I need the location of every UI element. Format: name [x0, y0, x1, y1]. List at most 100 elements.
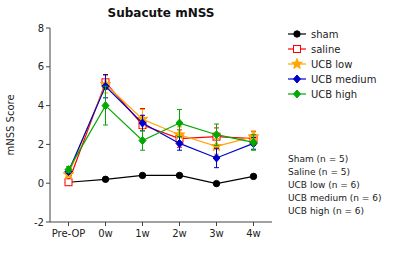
chart: -2 0 2 4 6 8 Pre-OP 0w 1w 2w 3w 4w Subacute mNSS mNSS… [0, 0, 409, 258]
error-cap [177, 109, 182, 110]
y-tick-label: 6 [38, 61, 44, 72]
point [65, 179, 71, 185]
series-line [69, 106, 254, 170]
error-cap [177, 150, 182, 151]
point [176, 172, 182, 178]
error-bar [214, 148, 219, 167]
series [65, 86, 257, 173]
y-axis-line [50, 28, 51, 222]
y-tick [46, 183, 50, 184]
x-tick-label: Pre-OP [52, 228, 86, 239]
annotation: UCB high (n = 6) [288, 206, 364, 216]
x-axis-line [50, 222, 272, 223]
point [176, 139, 183, 147]
error-cap [140, 130, 145, 131]
x-tick [142, 222, 143, 226]
error-cap [103, 125, 108, 126]
point [139, 119, 146, 127]
legend-marker [294, 46, 301, 53]
series [65, 172, 256, 187]
error-bar [140, 115, 145, 131]
y-tick-label: 0 [38, 178, 44, 189]
error-cap [140, 150, 145, 151]
legend-label: UCB medium [311, 74, 376, 85]
series-line [69, 82, 254, 182]
x-tick-label: 0w [98, 228, 113, 239]
error-cap [214, 124, 219, 125]
error-bar [140, 131, 145, 150]
legend-marker [294, 90, 301, 98]
error-bar [177, 137, 182, 151]
legend-label: saline [311, 44, 340, 55]
point [139, 172, 145, 178]
point [176, 119, 183, 127]
series [65, 75, 257, 176]
error-cap [140, 130, 145, 131]
annotation: Sham (n = 5) [288, 154, 348, 164]
point [213, 180, 219, 186]
y-tick [46, 222, 50, 223]
point [139, 137, 146, 145]
x-tick [68, 222, 69, 226]
y-tick-label: 4 [38, 100, 44, 111]
y-tick-label: 8 [38, 23, 44, 34]
series-line [69, 86, 254, 171]
error-cap [214, 145, 219, 146]
error-cap [214, 145, 219, 146]
x-tick-label: 2w [172, 228, 187, 239]
error-bar [214, 124, 219, 145]
error-cap [177, 136, 182, 137]
x-tick [105, 222, 106, 226]
point [250, 139, 257, 147]
legend-label: UCB low [311, 59, 352, 70]
legend-label: UCB high [311, 89, 357, 100]
plot-area [63, 75, 258, 187]
legend: sham saline UCB low UCB medium UCB high [288, 29, 376, 100]
y-tick [46, 105, 50, 106]
error-bar [103, 86, 108, 125]
annotation: Saline (n = 5) [288, 167, 350, 177]
series [63, 76, 258, 179]
y-tick-label: 2 [38, 139, 44, 150]
x-tick-label: 1w [135, 228, 150, 239]
x-tick [216, 222, 217, 226]
point [65, 166, 72, 174]
error-bar [177, 109, 182, 136]
annotation: UCB low (n = 6) [288, 180, 360, 190]
error-cap [251, 150, 256, 151]
x-tick-label: 3w [209, 228, 224, 239]
legend-label: sham [311, 29, 338, 40]
y-axis-label: mNSS Score [5, 94, 16, 155]
y-tick-label: -2 [34, 217, 44, 228]
y-tick [46, 28, 50, 29]
legend-marker [294, 31, 300, 37]
error-cap [214, 148, 219, 149]
error-cap [140, 108, 145, 109]
y-tick [46, 66, 50, 67]
y-tick [46, 144, 50, 145]
point [65, 179, 72, 186]
x-tick [253, 222, 254, 226]
title: Subacute mNSS [108, 6, 215, 20]
point [102, 176, 108, 182]
error-cap [140, 115, 145, 116]
error-cap [140, 109, 145, 110]
point [102, 102, 109, 110]
point [250, 138, 257, 146]
error-bar [251, 135, 256, 151]
annotation: UCB medium (n = 6) [288, 193, 381, 203]
series-line [69, 175, 254, 183]
x-tick-label: 4w [246, 228, 261, 239]
error-cap [177, 136, 182, 137]
error-cap [103, 74, 108, 75]
legend-marker [292, 59, 302, 69]
error-cap [251, 134, 256, 135]
x-tick [179, 222, 180, 226]
point [213, 131, 220, 139]
point [250, 173, 256, 179]
error-cap [214, 167, 219, 168]
error-cap [103, 86, 108, 87]
legend-marker [294, 75, 301, 83]
point [213, 154, 220, 162]
annotations: Sham (n = 5) Saline (n = 5) UCB low (n = 6… [288, 154, 381, 216]
